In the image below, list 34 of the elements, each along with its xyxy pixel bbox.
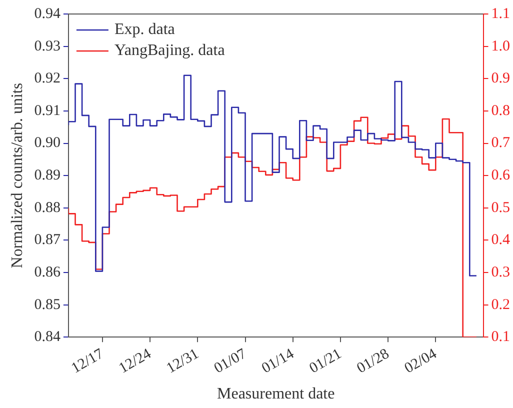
y-tick-label: 0.93	[34, 38, 60, 54]
y2-tick-label: 0.8	[491, 102, 510, 119]
y-tick-label: 0.87	[34, 232, 61, 248]
y-tick-label: 0.85	[34, 296, 60, 313]
x-axis-title: Measurement date	[216, 386, 335, 403]
y2-tick-label: 0.9	[491, 70, 510, 87]
y-tick-label: 0.94	[34, 6, 61, 22]
y-tick-label: 0.90	[34, 135, 60, 152]
y2-tick-label: 0.6	[491, 168, 510, 184]
y-tick-label: 0.86	[34, 264, 61, 280]
y2-tick-label: 1.1	[491, 6, 510, 22]
y-tick-label: 0.84	[34, 329, 61, 346]
x-tick-label: 12/17	[68, 346, 107, 377]
y-axis-title: Normalized counts/arb. units	[8, 82, 26, 268]
y2-tick-label: 0.4	[491, 232, 510, 248]
y2-tick-label: 0.5	[491, 200, 510, 216]
x-tick-label: 01/07	[212, 346, 250, 377]
legend-label: YangBajing. data	[114, 42, 225, 60]
x-tick-label: 01/21	[306, 346, 344, 377]
y-tick-label: 0.88	[34, 200, 60, 216]
y2-tick-label: 0.2	[491, 296, 510, 313]
y-tick-label: 0.91	[34, 102, 60, 119]
y2-tick-label: 0.3	[491, 264, 510, 280]
y2-tick-label: 0.1	[491, 329, 510, 346]
x-tick-label: 01/14	[259, 346, 298, 377]
x-tick-label: 02/04	[402, 346, 440, 377]
x-tick-label: 12/24	[116, 346, 154, 377]
x-tick-label: 12/31	[164, 346, 202, 377]
y-tick-label: 0.89	[34, 168, 60, 184]
x-tick-label: 01/28	[354, 346, 392, 377]
legend-label: Exp. data	[114, 21, 175, 38]
y2-tick-label: 1.0	[491, 38, 510, 54]
y2-tick-label: 0.7	[491, 135, 510, 152]
y-tick-label: 0.92	[34, 70, 60, 87]
